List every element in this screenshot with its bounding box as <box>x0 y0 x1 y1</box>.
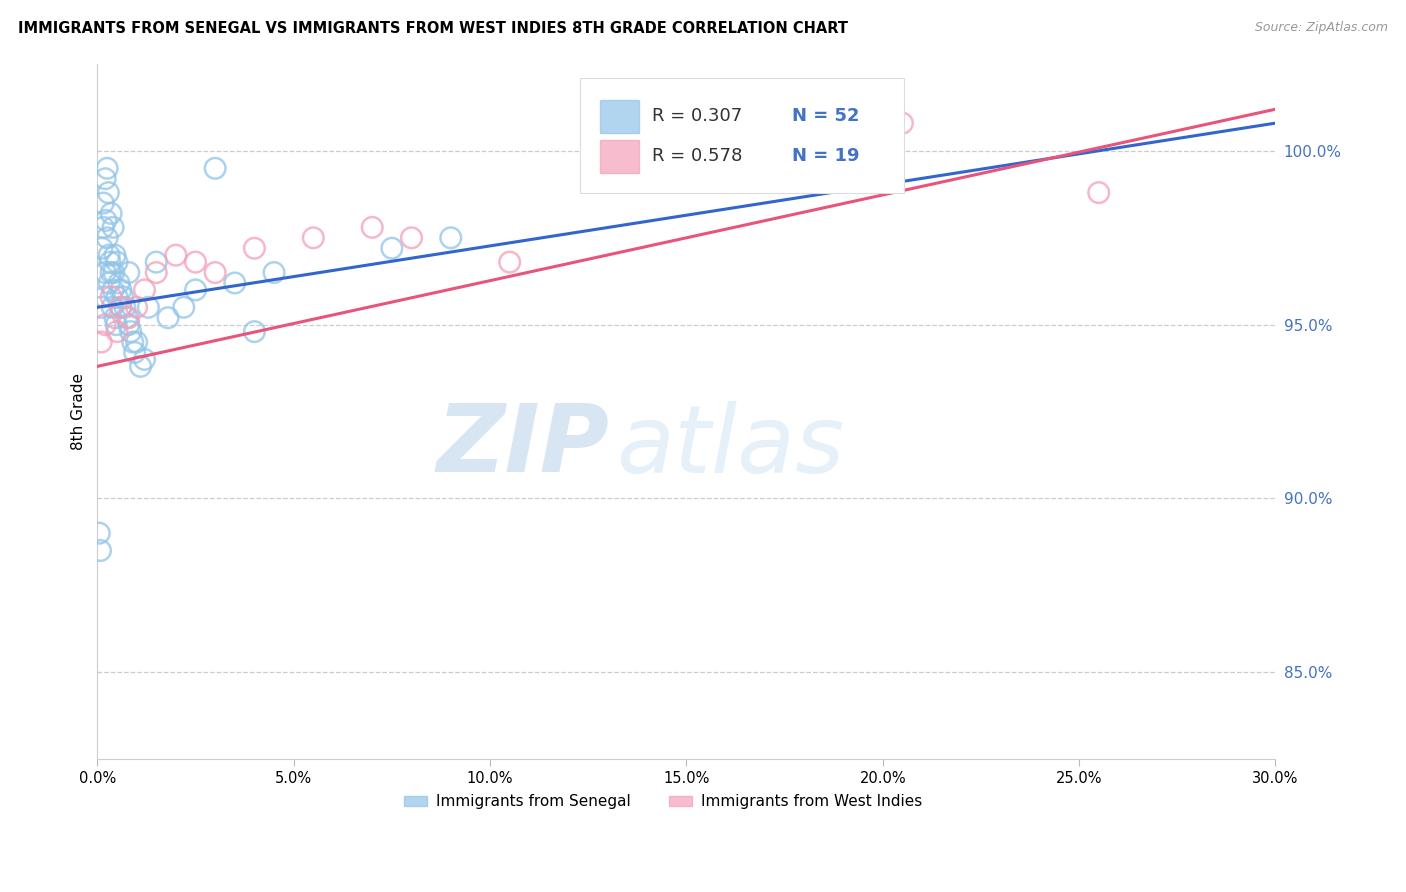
Point <box>124 345 146 359</box>
Point <box>302 231 325 245</box>
Point <box>90 300 112 314</box>
Point <box>105 325 128 339</box>
Point <box>134 283 156 297</box>
Point <box>93 290 115 304</box>
Point <box>401 231 423 245</box>
Point <box>94 266 117 280</box>
Point <box>91 220 114 235</box>
Point <box>98 276 121 290</box>
Text: ZIP: ZIP <box>437 401 610 492</box>
Point <box>381 241 404 255</box>
Point <box>204 266 226 280</box>
Point <box>263 266 285 280</box>
Text: N = 52: N = 52 <box>793 107 860 125</box>
Point <box>94 318 117 332</box>
Point <box>90 334 112 349</box>
Point <box>499 255 522 269</box>
Point <box>125 334 148 349</box>
Point <box>114 300 136 314</box>
Point <box>138 300 160 314</box>
Point <box>98 255 121 269</box>
Text: R = 0.307: R = 0.307 <box>652 107 742 125</box>
Point <box>165 248 187 262</box>
Point <box>145 266 167 280</box>
Point <box>121 334 143 349</box>
Point <box>105 255 128 269</box>
Point <box>110 283 132 297</box>
FancyBboxPatch shape <box>600 100 640 133</box>
Text: IMMIGRANTS FROM SENEGAL VS IMMIGRANTS FROM WEST INDIES 8TH GRADE CORRELATION CHA: IMMIGRANTS FROM SENEGAL VS IMMIGRANTS FR… <box>18 21 848 37</box>
Point <box>104 310 127 325</box>
Point <box>104 248 127 262</box>
Point <box>96 161 118 176</box>
FancyBboxPatch shape <box>581 78 904 193</box>
Point <box>118 310 141 325</box>
Point <box>101 283 124 297</box>
Point <box>91 196 114 211</box>
Point <box>157 310 180 325</box>
Point <box>89 543 111 558</box>
Point <box>204 161 226 176</box>
Point <box>173 300 195 314</box>
Point <box>105 318 128 332</box>
Point <box>110 300 132 314</box>
Point <box>440 231 463 245</box>
Point <box>111 290 134 304</box>
Point <box>224 276 246 290</box>
Point <box>105 290 128 304</box>
Point <box>91 241 114 255</box>
Point <box>243 325 266 339</box>
Text: atlas: atlas <box>616 401 844 491</box>
Point <box>100 266 122 280</box>
Point <box>94 213 117 227</box>
Point <box>89 526 111 541</box>
Point <box>243 241 266 255</box>
Point <box>110 300 132 314</box>
Point <box>100 206 122 220</box>
Text: Source: ZipAtlas.com: Source: ZipAtlas.com <box>1254 21 1388 35</box>
Point <box>120 325 142 339</box>
Point <box>101 220 124 235</box>
Point <box>118 318 141 332</box>
Point <box>108 276 131 290</box>
Point <box>94 171 117 186</box>
Y-axis label: 8th Grade: 8th Grade <box>72 373 86 450</box>
Point <box>184 255 207 269</box>
Point <box>103 266 125 280</box>
Point <box>134 352 156 367</box>
Point <box>98 248 121 262</box>
Point <box>115 310 138 325</box>
Point <box>125 300 148 314</box>
Point <box>97 186 120 200</box>
Point <box>361 220 384 235</box>
Point <box>96 231 118 245</box>
Text: R = 0.578: R = 0.578 <box>652 147 742 166</box>
Point <box>145 255 167 269</box>
Text: N = 19: N = 19 <box>793 147 860 166</box>
Point <box>100 290 122 304</box>
FancyBboxPatch shape <box>600 140 640 173</box>
Point <box>118 266 141 280</box>
Legend: Immigrants from Senegal, Immigrants from West Indies: Immigrants from Senegal, Immigrants from… <box>398 789 928 815</box>
Point <box>1087 186 1109 200</box>
Point <box>129 359 152 374</box>
Point <box>891 116 914 130</box>
Point <box>101 300 124 314</box>
Point <box>184 283 207 297</box>
